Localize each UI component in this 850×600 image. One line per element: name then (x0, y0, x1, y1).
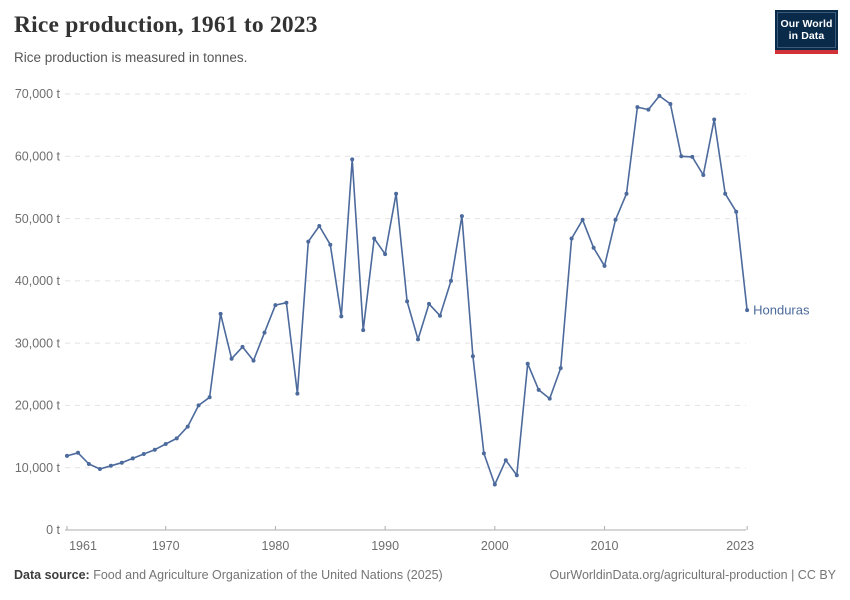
chart-subtitle: Rice production is measured in tonnes. (14, 50, 248, 65)
y-tick-label: 20,000 t (15, 399, 61, 413)
data-point[interactable] (536, 387, 541, 392)
data-point[interactable] (723, 191, 728, 196)
data-point[interactable] (624, 191, 629, 196)
data-point[interactable] (569, 236, 574, 241)
data-point[interactable] (328, 242, 333, 247)
x-axis-labels: 1961 1970 1980 1990 2000 2010 2023 (69, 539, 754, 553)
data-point[interactable] (580, 217, 585, 222)
line-chart[interactable]: 0 t 10,000 t 20,000 t 30,000 t 40,000 t 50,00… (0, 0, 850, 560)
data-point[interactable] (130, 456, 135, 461)
data-point[interactable] (152, 447, 157, 452)
chart-title: Rice production, 1961 to 2023 (14, 12, 318, 38)
x-tick-label: 1990 (371, 539, 399, 553)
data-point[interactable] (350, 157, 355, 162)
data-point[interactable] (547, 396, 552, 401)
data-point[interactable] (514, 473, 519, 478)
y-tick-label: 40,000 t (15, 274, 61, 288)
x-axis (65, 526, 748, 531)
data-point[interactable] (734, 209, 739, 214)
data-point[interactable] (591, 245, 596, 250)
data-point[interactable] (405, 299, 410, 304)
data-point[interactable] (207, 395, 212, 400)
data-point[interactable] (459, 214, 464, 219)
data-point[interactable] (416, 337, 420, 342)
chart-footer: Data source: Food and Agriculture Organi… (14, 568, 836, 582)
data-point[interactable] (646, 107, 651, 112)
data-point[interactable] (361, 328, 366, 333)
data-point[interactable] (449, 278, 453, 283)
data-point[interactable] (240, 344, 245, 349)
series-honduras[interactable]: Honduras (65, 93, 810, 487)
data-point[interactable] (438, 313, 442, 318)
data-point[interactable] (701, 173, 706, 177)
data-source-text: Food and Agriculture Organization of the… (89, 568, 443, 582)
data-point[interactable] (668, 102, 673, 106)
y-tick-label: 60,000 t (15, 149, 61, 163)
data-point[interactable] (383, 252, 388, 257)
owid-logo-text: Our World in Data (777, 12, 836, 48)
data-point[interactable] (108, 463, 113, 468)
data-point[interactable] (492, 482, 497, 487)
data-point[interactable] (679, 154, 684, 159)
data-point[interactable] (163, 442, 168, 446)
data-source-label: Data source: (14, 568, 90, 582)
x-tick-label: 2000 (481, 539, 509, 553)
y-tick-label: 30,000 t (15, 336, 61, 350)
data-point[interactable] (602, 263, 607, 268)
x-tick-label: 1961 (69, 539, 97, 553)
data-point[interactable] (525, 361, 530, 366)
owid-logo-line2: in Data (788, 30, 825, 42)
data-point[interactable] (481, 451, 486, 456)
data-point[interactable] (657, 93, 662, 98)
data-point[interactable] (635, 105, 640, 110)
data-point[interactable] (470, 354, 475, 359)
owid-logo-line1: Our World (780, 18, 833, 30)
data-point[interactable] (613, 217, 618, 222)
data-point[interactable] (218, 311, 223, 316)
data-point[interactable] (317, 224, 322, 228)
data-point[interactable] (185, 424, 190, 429)
data-point[interactable] (306, 239, 311, 244)
data-point[interactable] (295, 391, 300, 396)
data-point[interactable] (394, 191, 399, 196)
data-point[interactable] (273, 303, 278, 308)
data-point[interactable] (196, 403, 201, 408)
y-tick-label: 50,000 t (15, 212, 61, 226)
x-tick-label: 2010 (591, 539, 619, 553)
data-point[interactable] (427, 301, 431, 306)
data-point[interactable] (86, 462, 91, 466)
data-point[interactable] (745, 308, 750, 313)
x-tick-label: 2023 (726, 539, 754, 553)
owid-logo: Our World in Data (775, 10, 838, 54)
data-point[interactable] (339, 314, 344, 319)
y-axis-labels: 0 t 10,000 t 20,000 t 30,000 t 40,000 t 50,00… (15, 87, 61, 537)
entity-label[interactable]: Honduras (753, 303, 810, 318)
y-tick-label: 0 t (46, 523, 60, 537)
data-point[interactable] (229, 356, 234, 361)
x-tick-label: 1970 (152, 539, 180, 553)
gridlines (65, 93, 746, 469)
data-point[interactable] (712, 117, 717, 122)
data-point[interactable] (65, 453, 69, 458)
data-point[interactable] (97, 467, 102, 471)
data-point[interactable] (141, 452, 146, 456)
data-point[interactable] (558, 366, 563, 371)
x-tick-label: 1980 (262, 539, 290, 553)
data-point[interactable] (251, 358, 256, 363)
data-point[interactable] (262, 330, 267, 335)
owid-url-link[interactable]: OurWorldinData.org/agricultural-producti… (549, 568, 836, 582)
data-point[interactable] (503, 458, 508, 463)
data-point[interactable] (174, 436, 179, 441)
data-point[interactable] (76, 450, 80, 455)
series-line[interactable] (66, 95, 748, 486)
data-point[interactable] (372, 236, 377, 241)
data-point[interactable] (119, 460, 124, 465)
data-source: Data source: Food and Agriculture Organi… (14, 568, 443, 582)
y-tick-label: 70,000 t (15, 87, 61, 101)
y-tick-label: 10,000 t (15, 461, 61, 475)
data-point[interactable] (690, 154, 695, 159)
data-point[interactable] (284, 300, 289, 305)
